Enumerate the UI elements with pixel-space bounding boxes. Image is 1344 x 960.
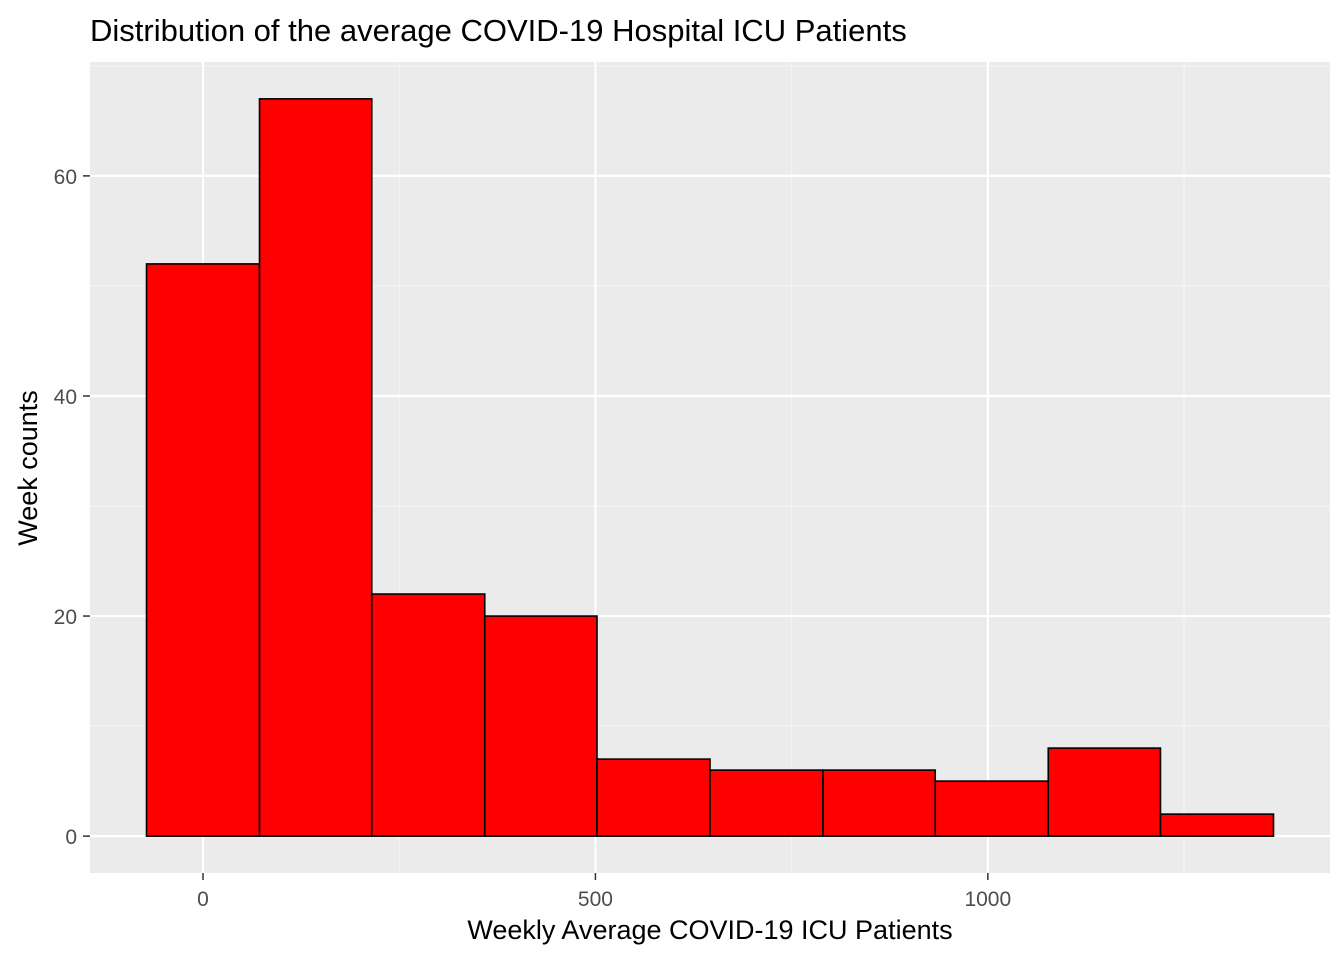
x-tick-label: 0 xyxy=(197,888,209,911)
histogram-bar xyxy=(145,263,261,837)
histogram-bars xyxy=(145,98,1275,837)
histogram-bar xyxy=(822,769,937,837)
histogram-bar xyxy=(596,758,711,837)
x-tick-label: 1000 xyxy=(964,888,1011,911)
x-axis-title: Weekly Average COVID-19 ICU Patients xyxy=(467,915,952,945)
x-axis: 0 500 1000 xyxy=(197,873,1011,911)
y-axis: 0 20 40 60 xyxy=(54,166,90,849)
histogram-bar xyxy=(709,769,824,837)
histogram-bar xyxy=(1159,813,1275,837)
x-tick-label: 500 xyxy=(578,888,613,911)
y-tick-label: 60 xyxy=(54,166,77,189)
y-tick-label: 40 xyxy=(54,386,77,409)
histogram-bar xyxy=(1047,747,1162,837)
chart-title: Distribution of the average COVID-19 Hos… xyxy=(90,13,907,48)
y-tick-label: 20 xyxy=(54,606,77,629)
histogram-bar xyxy=(258,98,373,837)
histogram-bar xyxy=(934,780,1050,837)
y-tick-label: 0 xyxy=(65,826,77,849)
histogram-bar xyxy=(370,593,486,837)
histogram-bar xyxy=(483,615,598,837)
y-axis-title: Week counts xyxy=(13,390,43,546)
